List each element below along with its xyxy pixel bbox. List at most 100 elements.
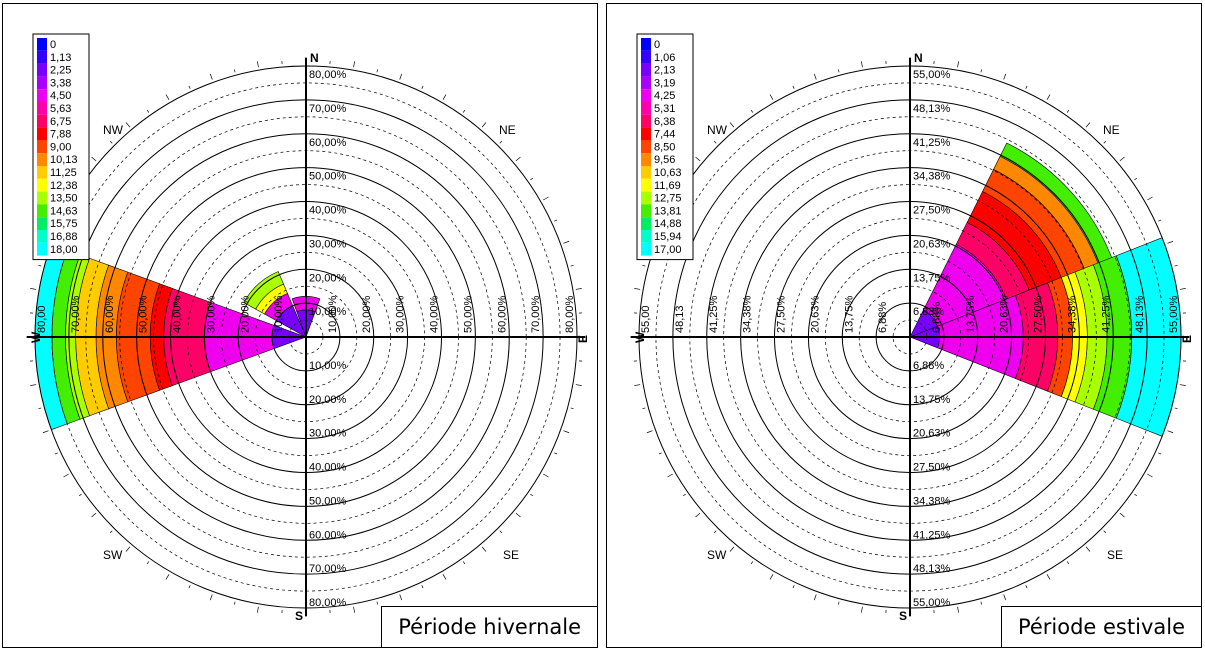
outer-tick	[634, 384, 641, 386]
outer-tick	[1167, 430, 1174, 434]
compass-ne-label: NE	[1103, 123, 1120, 137]
legend-label: 14,63	[50, 205, 78, 217]
legend-swatch	[37, 102, 47, 115]
compass-ne-label: NE	[499, 123, 516, 137]
legend-label: 2,25	[50, 65, 71, 77]
outer-tick	[91, 512, 97, 518]
outer-tick	[713, 140, 717, 144]
outer-tick	[1103, 140, 1107, 144]
radial-label-south: 13,75%	[913, 394, 951, 406]
legend-swatch	[641, 140, 651, 154]
outer-tick	[634, 288, 641, 290]
outer-tick	[1179, 288, 1186, 290]
wind-rose-winter-panel: 10,00% 10,00% 10,00% 10,00% 20,00% 20,00% 20,0…	[2, 3, 598, 648]
outer-tick	[1174, 407, 1178, 410]
outer-tick	[399, 594, 403, 601]
outer-tick	[1158, 219, 1162, 222]
outer-tick	[1147, 196, 1153, 201]
outer-tick	[1046, 94, 1051, 100]
outer-tick	[769, 94, 774, 100]
radial-label-north: 20,00%	[309, 272, 347, 284]
radial-label-south: 70,00%	[309, 563, 347, 575]
outer-tick	[125, 546, 131, 552]
compass-se-label: SE	[1107, 548, 1123, 562]
outer-tick	[642, 264, 646, 267]
radial-label-west: 50,00%	[138, 295, 150, 333]
legend-swatch	[37, 63, 47, 77]
outer-tick	[1085, 122, 1091, 128]
outer-tick	[837, 69, 840, 73]
legend-label: 5,31	[654, 103, 675, 115]
radial-label-south: 10,00%	[309, 360, 347, 372]
outer-tick	[38, 407, 42, 410]
outer-tick	[980, 69, 983, 73]
legend-swatch	[37, 50, 47, 64]
outer-tick	[667, 473, 673, 478]
outer-tick	[125, 122, 131, 128]
radial-label-west: 60,00%	[104, 295, 116, 333]
legend-label: 4,50	[50, 90, 71, 102]
outer-tick	[792, 85, 795, 89]
compass-n-label: N	[310, 51, 319, 65]
radial-label-south: 20,63%	[913, 428, 951, 440]
legend-swatch	[641, 153, 651, 166]
radial-label-south: 80,00%	[309, 597, 347, 609]
outer-tick	[442, 574, 447, 580]
outer-tick	[1158, 452, 1162, 455]
radial-label-west: 20,63%	[809, 295, 821, 333]
legend-swatch	[641, 204, 651, 218]
outer-tick	[837, 601, 840, 605]
radial-label-west: 41,25%	[708, 295, 720, 333]
legend-label: 18,00	[50, 244, 78, 256]
legend-swatch	[641, 38, 651, 51]
outer-tick	[353, 61, 355, 68]
legend-label: 0	[50, 39, 56, 51]
outer-tick	[233, 601, 236, 605]
outer-tick	[530, 177, 534, 181]
legend-label: 1,06	[654, 52, 675, 64]
compass-w-label: W	[29, 331, 43, 343]
legend-swatch	[641, 127, 651, 141]
outer-tick	[1025, 585, 1028, 589]
radial-label-north: 40,00%	[309, 205, 347, 217]
outer-tick	[462, 561, 466, 565]
outer-tick	[861, 606, 863, 613]
outer-tick	[481, 546, 487, 552]
outer-tick	[376, 601, 379, 605]
outer-tick	[695, 512, 701, 518]
radial-label-east: 55,00%	[1168, 295, 1180, 333]
outer-tick	[188, 585, 191, 589]
legend-swatch	[37, 178, 47, 192]
winter-caption: Période hivernale	[381, 606, 598, 648]
legend-label: 17,00	[654, 244, 682, 256]
compass-e-label: E	[576, 335, 590, 343]
outer-tick	[165, 574, 170, 580]
radial-label-north: 6,88%	[913, 306, 944, 318]
legend-label: 10,13	[50, 154, 78, 166]
outer-tick	[209, 594, 213, 601]
outer-tick	[713, 530, 717, 534]
outer-tick	[63, 473, 69, 478]
legend-label: 2,13	[654, 65, 675, 77]
outer-tick	[530, 493, 534, 497]
outer-tick	[543, 473, 549, 478]
radial-label-west: 6,88%	[877, 302, 889, 333]
outer-tick	[54, 452, 58, 455]
outer-tick	[1025, 85, 1028, 89]
outer-tick	[1103, 530, 1107, 534]
legend-swatch	[641, 63, 651, 77]
outer-tick	[570, 407, 574, 410]
legend-swatch	[641, 217, 651, 230]
radial-label-west: 55,00	[640, 305, 652, 333]
legend-label: 10,63	[654, 167, 682, 179]
radial-label-east: 20,00%	[361, 295, 373, 333]
outer-tick	[233, 69, 236, 73]
outer-tick	[575, 384, 582, 386]
radial-label-south: 20,00%	[309, 394, 347, 406]
outer-tick	[146, 561, 150, 565]
compass-nw-label: NW	[707, 123, 728, 137]
outer-tick	[421, 585, 424, 589]
outer-tick	[1046, 574, 1051, 580]
legend-label: 0	[654, 39, 660, 51]
radial-label-north: 50,00%	[309, 171, 347, 183]
